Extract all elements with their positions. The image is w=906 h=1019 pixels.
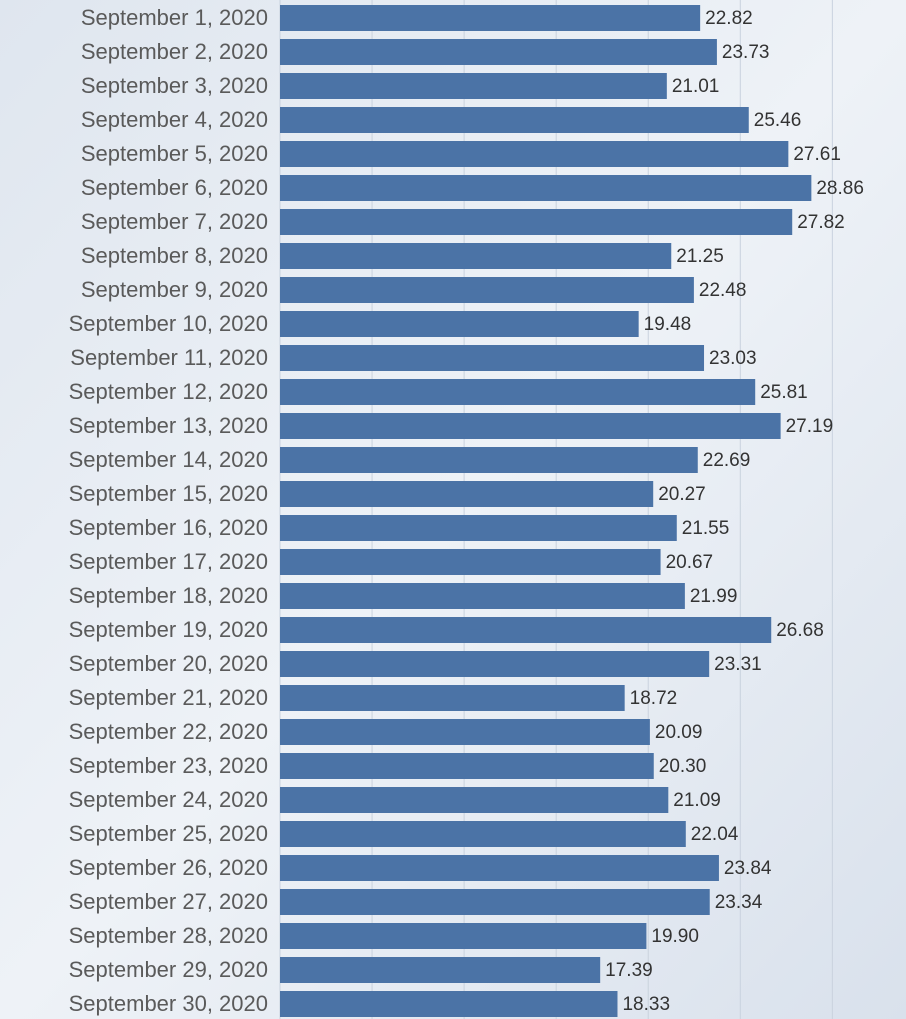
y-tick-label: September 13, 2020 xyxy=(69,413,268,438)
y-tick-label: September 21, 2020 xyxy=(69,685,268,710)
bar xyxy=(280,277,694,303)
data-label: 21.09 xyxy=(673,790,721,811)
data-label: 22.69 xyxy=(703,450,751,471)
y-tick-label: September 4, 2020 xyxy=(81,107,268,132)
y-tick-label: September 12, 2020 xyxy=(69,379,268,404)
bar xyxy=(280,923,647,949)
bar xyxy=(280,685,625,711)
y-tick-label: September 6, 2020 xyxy=(81,175,268,200)
bar xyxy=(280,311,639,337)
data-label: 27.82 xyxy=(797,212,845,233)
data-label: 20.67 xyxy=(666,552,714,573)
bar xyxy=(280,379,756,405)
data-label: 23.03 xyxy=(709,348,757,369)
bar xyxy=(280,107,749,133)
data-label: 27.19 xyxy=(786,416,834,437)
bar xyxy=(280,447,698,473)
bar xyxy=(280,5,701,31)
bar xyxy=(280,719,650,745)
y-tick-label: September 10, 2020 xyxy=(69,311,268,336)
y-tick-label: September 19, 2020 xyxy=(69,617,268,642)
y-tick-label: September 1, 2020 xyxy=(81,5,268,30)
y-tick-label: September 11, 2020 xyxy=(70,345,268,370)
y-tick-label: September 7, 2020 xyxy=(81,209,268,234)
bar xyxy=(280,753,654,779)
y-tick-label: September 30, 2020 xyxy=(69,991,268,1016)
y-tick-label: September 15, 2020 xyxy=(69,481,268,506)
data-label: 25.46 xyxy=(754,110,802,131)
bar xyxy=(280,175,812,201)
y-tick-label: September 28, 2020 xyxy=(69,923,268,948)
data-label: 19.90 xyxy=(651,926,699,947)
data-label: 20.30 xyxy=(659,756,707,777)
data-label: 21.01 xyxy=(672,76,720,97)
bar xyxy=(280,651,710,677)
data-label: 25.81 xyxy=(760,382,808,403)
bar xyxy=(280,413,781,439)
y-tick-label: September 22, 2020 xyxy=(69,719,268,744)
bar xyxy=(280,515,677,541)
bar xyxy=(280,957,601,983)
data-label: 17.39 xyxy=(605,960,653,981)
plot-area: September 1, 2020 22.82 September 2, 2020 2… xyxy=(69,0,864,1019)
y-tick-label: September 29, 2020 xyxy=(69,957,268,982)
y-tick-label: September 24, 2020 xyxy=(69,787,268,812)
data-label: 23.73 xyxy=(722,42,770,63)
data-label: 19.48 xyxy=(644,314,692,335)
y-tick-label: September 23, 2020 xyxy=(69,753,268,778)
data-label: 22.82 xyxy=(705,8,753,29)
y-tick-label: September 14, 2020 xyxy=(69,447,268,472)
data-label: 23.31 xyxy=(714,654,762,675)
bar xyxy=(280,821,686,847)
data-label: 21.25 xyxy=(676,246,724,267)
y-tick-label: September 17, 2020 xyxy=(69,549,268,574)
data-label: 28.86 xyxy=(816,178,864,199)
bar xyxy=(280,345,705,371)
data-label: 23.84 xyxy=(724,858,772,879)
data-label: 21.99 xyxy=(690,586,738,607)
data-label: 20.27 xyxy=(658,484,706,505)
y-tick-label: September 26, 2020 xyxy=(69,855,268,880)
y-tick-label: September 27, 2020 xyxy=(69,889,268,914)
bar xyxy=(280,39,717,65)
data-label: 23.34 xyxy=(715,892,763,913)
y-tick-label: September 9, 2020 xyxy=(81,277,268,302)
bar xyxy=(280,549,661,575)
bar xyxy=(280,617,772,643)
bar xyxy=(280,243,672,269)
data-label: 20.09 xyxy=(655,722,703,743)
y-tick-label: September 25, 2020 xyxy=(69,821,268,846)
y-tick-label: September 2, 2020 xyxy=(81,39,268,64)
bar xyxy=(280,209,793,235)
data-label: 22.48 xyxy=(699,280,747,301)
bar xyxy=(280,481,654,507)
y-tick-label: September 20, 2020 xyxy=(69,651,268,676)
bar xyxy=(280,141,789,167)
bar xyxy=(280,73,667,99)
bar xyxy=(280,787,669,813)
data-label: 18.33 xyxy=(622,994,670,1015)
bar xyxy=(280,991,618,1017)
bar xyxy=(280,889,710,915)
data-label: 21.55 xyxy=(682,518,730,539)
y-tick-label: September 18, 2020 xyxy=(69,583,268,608)
y-tick-label: September 8, 2020 xyxy=(81,243,268,268)
data-label: 18.72 xyxy=(630,688,678,709)
bar xyxy=(280,855,719,881)
y-tick-label: September 3, 2020 xyxy=(81,73,268,98)
y-tick-label: September 16, 2020 xyxy=(69,515,268,540)
data-label: 26.68 xyxy=(776,620,824,641)
data-label: 22.04 xyxy=(691,824,739,845)
y-tick-label: September 5, 2020 xyxy=(81,141,268,166)
bar xyxy=(280,583,685,609)
data-label: 27.61 xyxy=(793,144,841,165)
